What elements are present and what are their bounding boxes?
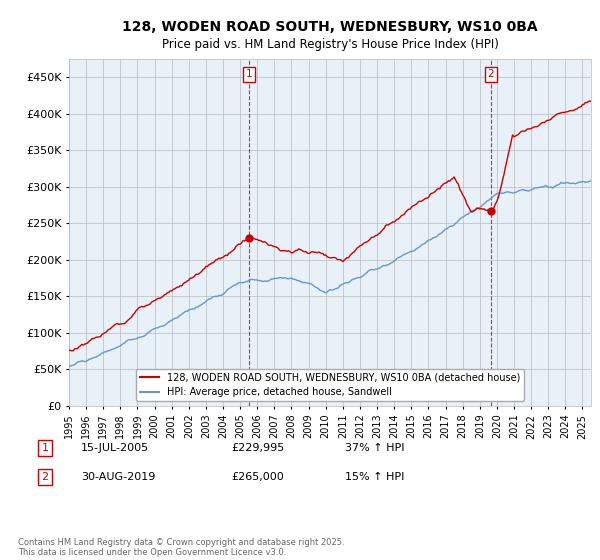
Text: £229,995: £229,995: [231, 443, 284, 453]
Text: £265,000: £265,000: [231, 472, 284, 482]
Text: 15-JUL-2005: 15-JUL-2005: [81, 443, 149, 453]
Text: Contains HM Land Registry data © Crown copyright and database right 2025.
This d: Contains HM Land Registry data © Crown c…: [18, 538, 344, 557]
Text: 128, WODEN ROAD SOUTH, WEDNESBURY, WS10 0BA: 128, WODEN ROAD SOUTH, WEDNESBURY, WS10 …: [122, 20, 538, 34]
Text: 2: 2: [41, 472, 49, 482]
Text: 15% ↑ HPI: 15% ↑ HPI: [345, 472, 404, 482]
Text: 30-AUG-2019: 30-AUG-2019: [81, 472, 155, 482]
Text: Price paid vs. HM Land Registry's House Price Index (HPI): Price paid vs. HM Land Registry's House …: [161, 38, 499, 51]
Text: 37% ↑ HPI: 37% ↑ HPI: [345, 443, 404, 453]
Text: 2: 2: [488, 69, 494, 80]
Text: 1: 1: [41, 443, 49, 453]
Legend: 128, WODEN ROAD SOUTH, WEDNESBURY, WS10 0BA (detached house), HPI: Average price: 128, WODEN ROAD SOUTH, WEDNESBURY, WS10 …: [136, 368, 524, 401]
Text: 1: 1: [246, 69, 253, 80]
